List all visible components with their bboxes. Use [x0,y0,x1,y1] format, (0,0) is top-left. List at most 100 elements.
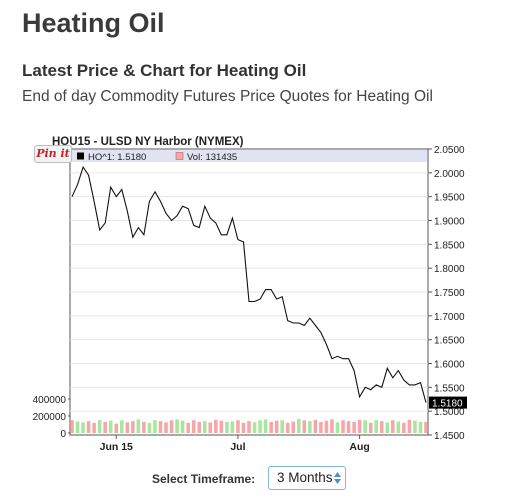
volume-bar [324,420,329,433]
page-description: End of day Commodity Futures Price Quote… [22,88,433,105]
volume-bar [75,421,80,433]
price-tick-label: 1.5000 [434,407,465,418]
volume-bar [136,419,141,433]
volume-tick-label: 0 [60,429,66,440]
select-arrows-icon [334,472,341,484]
volume-bar [164,422,168,433]
timeframe-selected-value: 3 Months [277,470,333,485]
volume-bar [285,422,290,433]
volume-bar [81,422,85,433]
volume-bar [263,419,268,433]
price-tick-label: 1.5500 [434,383,465,394]
date-tick-label: Jun 15 [100,441,133,453]
volume-bar [247,421,251,433]
volume-bar [219,420,224,433]
price-tick-label: 1.8500 [434,240,465,251]
volume-legend-swatch [175,152,184,160]
price-legend-swatch [77,152,84,160]
volume-bar [357,419,362,433]
volume-bar [241,422,246,433]
volume-bar [147,422,152,433]
volume-bar [225,421,229,433]
price-tick-label: 1.9500 [434,193,465,204]
volume-bar [131,421,135,433]
volume-bar [352,421,356,433]
chart-title: HOU15 - ULSD NY Harbor (NYMEX) [52,136,244,148]
volume-bar [374,420,379,433]
volume-bar [191,420,196,433]
volume-bar [274,420,279,433]
volume-bar [214,419,218,433]
volume-legend-label: Vol: 131435 [187,152,237,163]
price-tick-label: 2.0500 [434,145,465,156]
volume-bar [142,421,146,433]
last-value-label: 1.5180 [432,399,463,410]
volume-bar [252,422,257,433]
volume-bar [346,421,351,433]
timeframe-select[interactable]: 3 Months [268,466,346,490]
volume-bar [413,420,417,433]
volume-bar [103,421,107,433]
volume-bar [363,420,367,433]
date-axis: Jun 15 Jul Aug [100,435,370,453]
volume-bar [385,422,390,433]
volume-bar [169,420,174,433]
price-series-line [71,165,427,403]
volume-bar [258,420,262,433]
price-tick-label: 1.7500 [434,288,465,299]
volume-tick-label: 400000 [33,395,67,406]
volume-bar [296,418,301,433]
volume-bar [202,421,207,433]
volume-bar [335,422,340,433]
price-tick-label: 1.6500 [434,336,465,347]
price-tick-label: 1.7000 [434,312,465,323]
volume-bar [402,422,406,433]
price-axis: 2.0500 2.0000 1.9500 1.9000 1.8500 1.8000 1.75… [428,145,465,442]
volume-bar [418,421,423,433]
pinterest-pin-button[interactable]: Pin it [34,145,72,163]
legend-bar [71,150,427,162]
volume-bar [230,421,235,433]
volume-bar [175,419,179,433]
volume-bar [341,420,345,433]
price-tick-label: 1.9000 [434,217,465,228]
volume-bar [319,421,323,433]
volume-bar [92,422,96,433]
volume-bar [396,421,401,433]
volume-bar [280,420,284,433]
price-tick-label: 1.4500 [434,431,465,442]
volume-bar [180,420,185,433]
volume-bar [158,421,163,433]
price-chart-svg: HOU15 - ULSD NY Harbor (NYMEX) HO^1: 1.5… [33,136,467,453]
last-value-marker: 1.5180 [429,396,467,410]
volume-bar [330,419,334,433]
volume-bar [153,420,157,433]
volume-bar [379,421,384,433]
volume-bar [125,422,130,433]
volume-tick-label: 200000 [33,412,67,423]
volume-bar [368,422,373,433]
volume-bar [424,421,428,433]
volume-bars [70,418,428,433]
date-tick-label: Aug [349,441,369,453]
page-title: Heating Oil [22,8,165,38]
volume-bar [97,419,102,433]
volume-bar [108,420,113,433]
timeframe-label: Select Timeframe: [152,472,256,486]
price-tick-label: 2.0000 [434,169,465,180]
date-tick-label: Jul [230,441,245,453]
volume-bar [208,422,213,433]
volume-bar [114,423,119,433]
volume-bar [236,420,240,433]
volume-bar [291,421,296,433]
price-legend-label: HO^1: 1.5180 [88,152,146,163]
volume-bar [119,420,124,433]
volume-bar [302,420,307,433]
grid [70,172,428,412]
volume-bar [391,420,395,433]
volume-axis: 400000 200000 0 [33,395,70,440]
volume-bar [86,421,91,433]
volume-bar [308,421,312,433]
price-tick-label: 1.6000 [434,360,465,371]
volume-bar [70,420,74,433]
